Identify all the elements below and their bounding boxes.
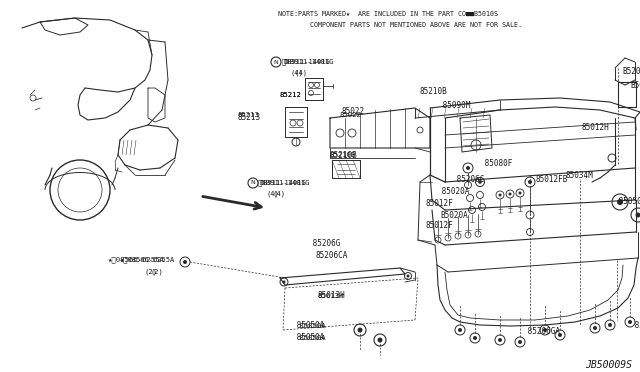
Text: 85050A: 85050A [295, 335, 326, 341]
Text: 85212: 85212 [280, 92, 302, 98]
Circle shape [628, 320, 632, 324]
Circle shape [282, 280, 285, 283]
Text: 85013H: 85013H [318, 293, 344, 299]
Text: 85022: 85022 [342, 108, 365, 116]
Text: 85050E: 85050E [614, 198, 640, 206]
Text: 85012FB: 85012FB [536, 176, 568, 185]
Text: 85050A: 85050A [292, 321, 324, 330]
Text: 85206CA: 85206CA [316, 251, 348, 260]
Circle shape [466, 166, 470, 170]
Text: 85022: 85022 [340, 112, 362, 118]
Text: NOTE:PARTS MARKED★  ARE INCLUDED IN THE PART CO■■B5010S: NOTE:PARTS MARKED★ ARE INCLUDED IN THE P… [278, 11, 498, 17]
Circle shape [636, 212, 640, 218]
Text: 85210B: 85210B [330, 152, 356, 158]
Text: 85012F: 85012F [426, 221, 454, 231]
Circle shape [378, 337, 383, 343]
Text: 85212: 85212 [280, 92, 302, 98]
Text: 85050A: 85050A [295, 323, 326, 329]
Text: 85020A: 85020A [437, 187, 469, 196]
Text: 85090M: 85090M [438, 100, 470, 109]
Circle shape [608, 323, 612, 327]
Text: 85080F: 85080F [480, 158, 513, 167]
Text: N: N [274, 60, 278, 64]
Circle shape [543, 328, 547, 332]
Text: COMPONENT PARTS NOT MENTIONED ABOVE ARE NOT FOR SALE.: COMPONENT PARTS NOT MENTIONED ABOVE ARE … [278, 22, 522, 28]
Text: ★ⓢ08566-6255A: ★ⓢ08566-6255A [120, 257, 175, 263]
Text: DB911-1401G: DB911-1401G [260, 180, 307, 186]
Circle shape [406, 275, 410, 278]
Circle shape [509, 192, 511, 196]
Circle shape [473, 336, 477, 340]
Circle shape [458, 328, 462, 332]
Text: (2): (2) [145, 269, 158, 275]
Text: B5020A: B5020A [440, 211, 468, 219]
Text: (2): (2) [150, 269, 163, 275]
Text: 85210B: 85210B [420, 87, 448, 96]
Circle shape [498, 338, 502, 342]
Text: B5206CA: B5206CA [622, 67, 640, 77]
Text: ⓝDB911-1401G: ⓝDB911-1401G [258, 180, 310, 186]
Text: 85210B: 85210B [330, 151, 358, 160]
Circle shape [528, 180, 532, 184]
Text: 85012H: 85012H [582, 124, 610, 132]
Text: (4): (4) [272, 191, 285, 197]
Text: (4): (4) [267, 191, 280, 197]
Circle shape [617, 199, 623, 205]
Text: JB50009S: JB50009S [585, 360, 632, 370]
Text: 85206GA: 85206GA [523, 327, 560, 337]
Text: ★ⓢ08566-6255A: ★ⓢ08566-6255A [108, 257, 165, 263]
Text: (4): (4) [290, 70, 303, 76]
Text: 85206G: 85206G [308, 240, 340, 248]
Text: 85050A: 85050A [292, 334, 324, 343]
Circle shape [558, 333, 562, 337]
Circle shape [358, 327, 362, 333]
Circle shape [518, 340, 522, 344]
Text: DB911-1401G: DB911-1401G [283, 59, 330, 65]
Circle shape [183, 260, 187, 264]
Text: 85034M: 85034M [566, 170, 594, 180]
Text: 85012FA: 85012FA [630, 321, 640, 330]
Text: N: N [251, 180, 255, 186]
Text: ⓝDB911-1401G: ⓝDB911-1401G [282, 59, 335, 65]
Circle shape [593, 326, 597, 330]
Text: 85206C: 85206C [452, 176, 484, 185]
Text: 85213: 85213 [237, 113, 260, 122]
Circle shape [478, 180, 482, 184]
Text: (4): (4) [295, 70, 308, 76]
Text: 85013H: 85013H [318, 291, 346, 299]
Circle shape [518, 192, 522, 195]
Circle shape [499, 193, 502, 196]
Text: 85213: 85213 [237, 112, 259, 118]
Text: B5010S: B5010S [630, 80, 640, 90]
Text: 85012F: 85012F [426, 199, 454, 208]
